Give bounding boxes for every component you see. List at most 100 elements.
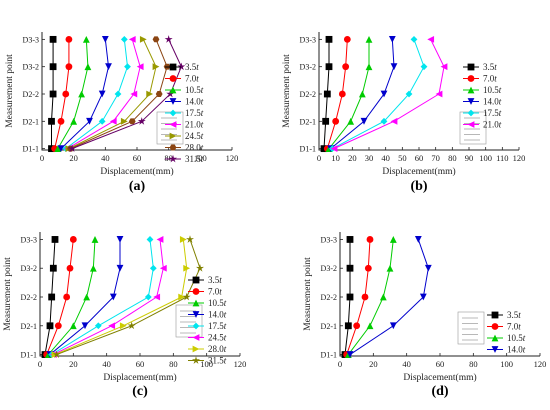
legend-label: 28.0t bbox=[208, 344, 227, 354]
data-point bbox=[166, 89, 175, 98]
legend-label: 10.5t bbox=[185, 85, 204, 95]
x-tick-label: 120 bbox=[234, 359, 247, 369]
legend-label: 17.5t bbox=[483, 108, 502, 118]
data-point bbox=[366, 322, 374, 330]
y-tick-label: D2-2 bbox=[321, 293, 337, 302]
legend-label: 17.5t bbox=[208, 321, 227, 331]
data-point bbox=[380, 117, 388, 125]
data-point bbox=[120, 117, 128, 125]
data-point bbox=[98, 90, 106, 98]
legend-marker bbox=[491, 323, 499, 330]
legend-label: 3.5t bbox=[507, 310, 521, 320]
data-point bbox=[52, 350, 61, 358]
data-point bbox=[146, 236, 154, 243]
x-tick-label: 20 bbox=[69, 153, 78, 163]
x-axis-label: Displacement(mm) bbox=[403, 372, 476, 383]
x-axis-label: Displacement(mm) bbox=[100, 166, 173, 177]
data-point bbox=[78, 90, 85, 98]
x-tick-label: 30 bbox=[365, 153, 374, 163]
data-point bbox=[440, 63, 448, 71]
y-tick-label: D3-2 bbox=[321, 264, 337, 273]
y-tick-label: D2-2 bbox=[21, 293, 37, 302]
data-point bbox=[109, 293, 117, 301]
data-point bbox=[120, 35, 128, 43]
data-point bbox=[388, 35, 396, 43]
x-tick-label: 100 bbox=[194, 153, 207, 163]
data-point bbox=[380, 90, 388, 98]
data-point bbox=[48, 117, 55, 125]
legend-marker bbox=[467, 63, 475, 71]
data-point bbox=[57, 117, 65, 125]
legend-marker bbox=[169, 98, 177, 105]
y-tick-label: D2-1 bbox=[23, 117, 39, 126]
data-point bbox=[420, 63, 428, 71]
data-point bbox=[98, 117, 106, 125]
data-point bbox=[435, 90, 443, 98]
data-point bbox=[325, 63, 333, 71]
y-tick-label: D3-2 bbox=[300, 63, 316, 72]
y-tick-label: D3-2 bbox=[21, 264, 37, 273]
panel-label: (d) bbox=[431, 384, 448, 399]
data-point bbox=[177, 62, 186, 71]
legend-label: 14.0t bbox=[185, 97, 204, 107]
data-point bbox=[386, 264, 394, 272]
data-point bbox=[342, 63, 350, 71]
data-point bbox=[390, 117, 398, 125]
data-point bbox=[346, 293, 354, 301]
y-tick-label: D2-1 bbox=[21, 322, 37, 331]
x-tick-label: 80 bbox=[448, 153, 457, 163]
x-tick-label: 60 bbox=[436, 359, 445, 369]
data-point bbox=[48, 293, 56, 301]
x-tick-label: 0 bbox=[338, 359, 342, 369]
legend-marker bbox=[491, 334, 499, 342]
data-point bbox=[130, 90, 138, 98]
y-tick-label: D1-1 bbox=[23, 145, 39, 154]
data-point bbox=[84, 63, 92, 71]
data-point bbox=[137, 117, 146, 125]
legend-marker bbox=[192, 345, 200, 353]
data-point bbox=[365, 63, 373, 71]
x-tick-label: 100 bbox=[479, 153, 492, 163]
x-tick-label: 100 bbox=[200, 359, 213, 369]
x-tick-label: 60 bbox=[136, 359, 145, 369]
data-point bbox=[365, 35, 373, 43]
data-point bbox=[128, 35, 136, 43]
legend-label: 7.0t bbox=[483, 74, 497, 84]
data-point bbox=[427, 35, 435, 43]
x-tick-label: 120 bbox=[513, 153, 526, 163]
data-point bbox=[109, 117, 117, 125]
legend-label: 10.5t bbox=[507, 333, 526, 343]
chart-panel-2: 0 20 40 60 80 100 120 D1-1 D2-1 D2-2 D3-2 D3-3 Displ… bbox=[3, 232, 246, 399]
x-tick-label: 80 bbox=[164, 153, 173, 163]
data-point bbox=[83, 293, 91, 301]
chart-panel-1: 0 10 20 30 40 50 60 70 80 90 100 110 120 D1-1 D2-1 D2-2… bbox=[282, 32, 525, 194]
y-tick-label: D1-1 bbox=[300, 145, 316, 154]
y-tick-label: D3-3 bbox=[21, 235, 37, 244]
panel-label: (c) bbox=[132, 384, 148, 399]
y-tick-label: D2-1 bbox=[321, 322, 337, 331]
data-point bbox=[183, 264, 191, 272]
y-tick-label: D3-3 bbox=[300, 35, 316, 44]
data-point bbox=[343, 35, 351, 43]
y-tick-label: D2-2 bbox=[23, 90, 39, 99]
data-point bbox=[149, 264, 157, 272]
data-point bbox=[182, 292, 191, 301]
data-point bbox=[323, 90, 331, 98]
data-point bbox=[63, 293, 71, 301]
y-tick-label: D1-1 bbox=[321, 351, 337, 360]
panel-label: (b) bbox=[410, 179, 427, 194]
inset-box bbox=[459, 111, 487, 145]
data-point bbox=[89, 264, 97, 272]
legend-marker bbox=[192, 322, 200, 330]
data-point bbox=[179, 236, 187, 243]
x-tick-label: 0 bbox=[40, 153, 44, 163]
legend-marker bbox=[169, 63, 177, 71]
legend-marker bbox=[192, 334, 200, 341]
legend-marker bbox=[467, 109, 475, 117]
data-point bbox=[105, 63, 112, 71]
data-point bbox=[46, 322, 54, 330]
data-point bbox=[119, 322, 127, 330]
data-point bbox=[66, 264, 74, 272]
legend-label: 17.5t bbox=[185, 108, 204, 118]
